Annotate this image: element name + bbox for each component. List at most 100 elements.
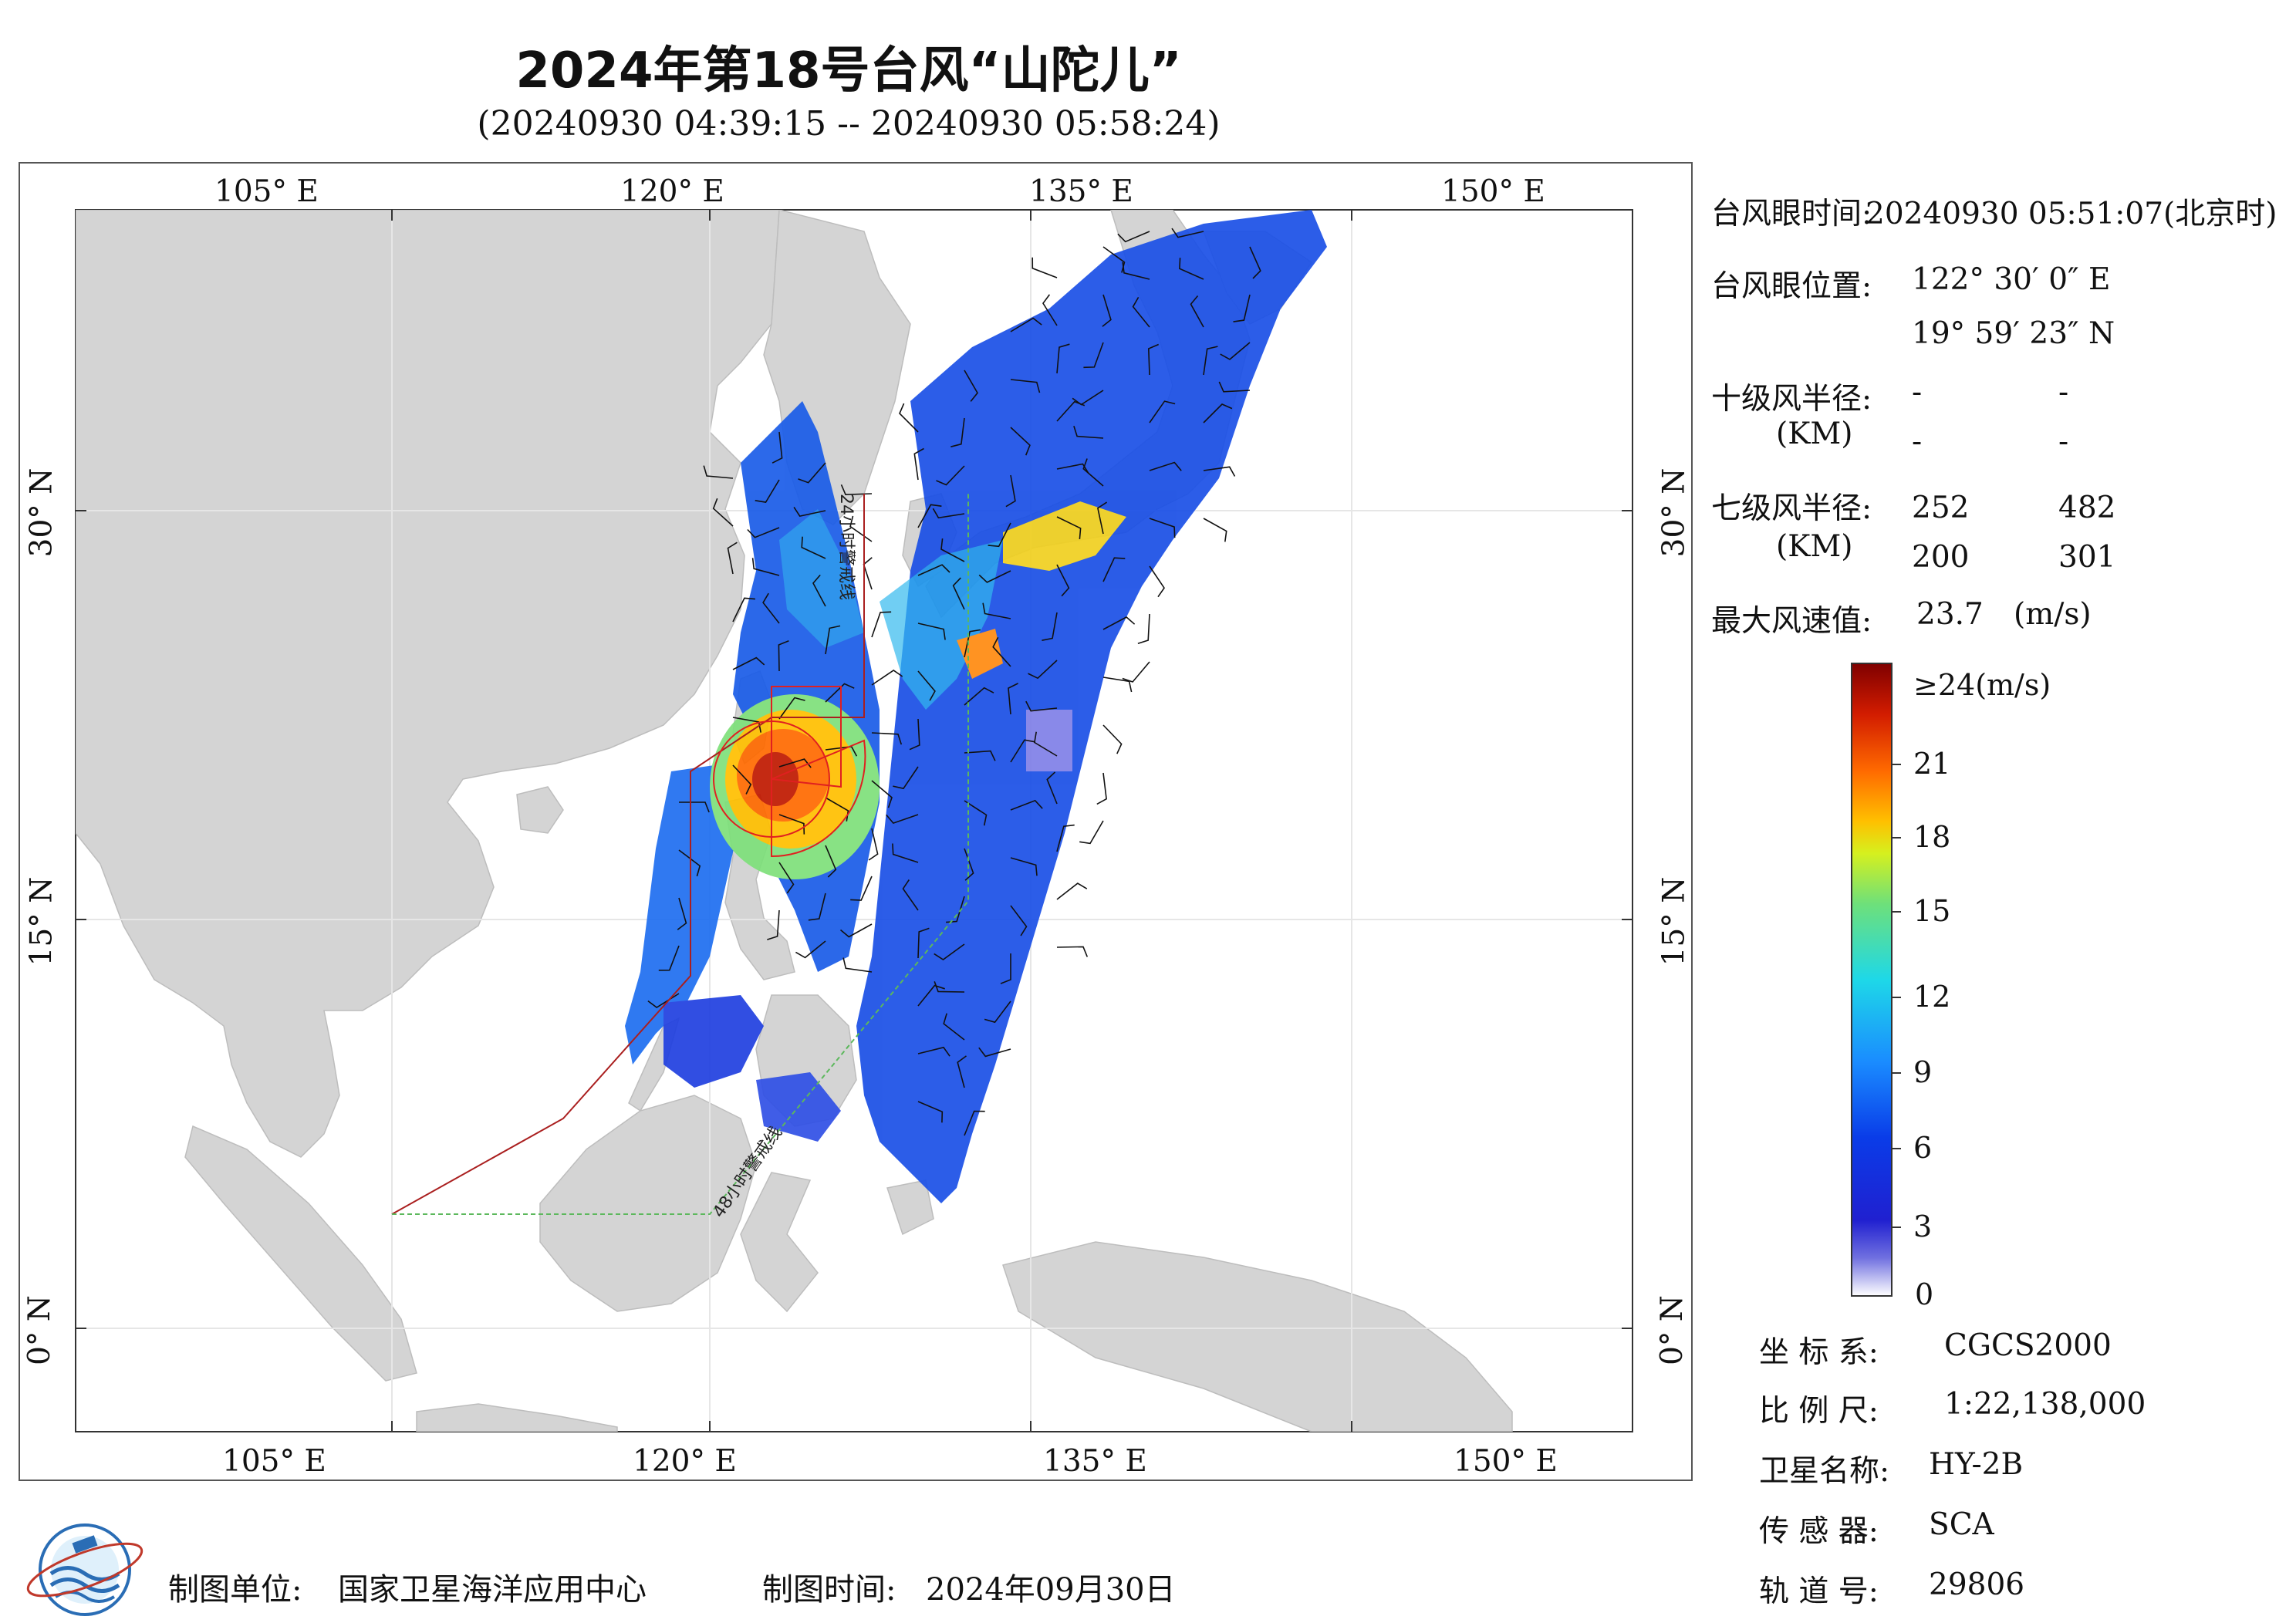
swath-west-scs bbox=[625, 764, 741, 1065]
legend-tick-9: 9 bbox=[1913, 1055, 1933, 1089]
wind-barb bbox=[917, 670, 936, 701]
warning-line-24h bbox=[391, 494, 865, 1215]
wind-barb bbox=[1032, 257, 1058, 278]
r7-value-se: 482 bbox=[2058, 491, 2116, 525]
wind-barb bbox=[1203, 346, 1218, 376]
r7-value-nw: 301 bbox=[2058, 540, 2116, 575]
wind-barb bbox=[940, 538, 965, 562]
wind-barb bbox=[988, 522, 1011, 548]
wind-barb bbox=[886, 814, 919, 825]
wind-barb bbox=[934, 943, 965, 960]
lon-label-top-150: 150° E bbox=[1441, 174, 1545, 209]
wind-barb bbox=[1056, 564, 1070, 597]
land-borneo bbox=[539, 1095, 757, 1312]
land-halmahera bbox=[886, 1179, 934, 1236]
wind-barb bbox=[893, 766, 919, 790]
wind-barb bbox=[1000, 953, 1011, 984]
wind-barb bbox=[964, 687, 994, 706]
legend-tick-0: 0 bbox=[1915, 1277, 1934, 1311]
wind-barb bbox=[840, 484, 873, 496]
wind-barb bbox=[850, 876, 873, 901]
r7-label: 七级风半径: bbox=[1711, 491, 1872, 526]
map-content: 24小时警戒线 48小时警戒线 bbox=[76, 210, 1633, 1432]
map-frame bbox=[19, 162, 1693, 1481]
wind-barb bbox=[917, 1101, 944, 1123]
coord-label: 坐 标 系: bbox=[1759, 1335, 1879, 1370]
wind-barb bbox=[984, 1000, 1011, 1024]
r7-value-ne: 252 bbox=[1912, 491, 1970, 525]
swath-sulu bbox=[663, 995, 764, 1088]
wind-barb bbox=[917, 984, 945, 1007]
wind-barb bbox=[1102, 724, 1123, 754]
wind-barb bbox=[658, 945, 680, 971]
wind-barb bbox=[778, 814, 805, 835]
wind-barb bbox=[825, 683, 855, 703]
wind-barb bbox=[978, 570, 1011, 583]
wind-barb bbox=[812, 574, 826, 607]
wind-barb bbox=[964, 1110, 985, 1136]
wind-barb bbox=[755, 479, 780, 503]
sensor-label: 传 感 器: bbox=[1759, 1514, 1879, 1549]
lat-label-right-15: 15° N bbox=[1656, 876, 1692, 967]
wind-barb bbox=[992, 636, 1011, 667]
wind-barb bbox=[1249, 246, 1261, 279]
wind-barb bbox=[712, 498, 734, 527]
wind-barb bbox=[1149, 518, 1176, 538]
wind-barb bbox=[934, 981, 965, 993]
wind-barb bbox=[1056, 343, 1070, 374]
r10-value-se: - bbox=[2058, 375, 2069, 410]
maxwind-value: 23.7 bbox=[1916, 597, 1984, 632]
wind-barb bbox=[1220, 342, 1251, 360]
legend-colorbar bbox=[1851, 663, 1893, 1297]
axis-ticks bbox=[76, 210, 1633, 1432]
lat-label-right-0: 0° N bbox=[1654, 1295, 1690, 1365]
satellite-label: 卫星名称: bbox=[1759, 1454, 1890, 1489]
wind-barb bbox=[778, 758, 812, 768]
r7-unit: (KM) bbox=[1776, 529, 1853, 564]
lat-label-left-30: 30° N bbox=[24, 467, 59, 558]
wind-barb bbox=[964, 848, 974, 881]
lon-label-bottom-120: 120° E bbox=[633, 1444, 737, 1479]
wind-barb bbox=[1137, 613, 1150, 645]
wind-barb bbox=[825, 797, 849, 822]
legend-tick-12: 12 bbox=[1913, 980, 1951, 1014]
maxwind-unit: (m/s) bbox=[2014, 597, 2092, 632]
wind-barbs bbox=[647, 228, 1261, 1136]
wind-barb bbox=[899, 403, 919, 433]
r10-value-nw: - bbox=[2058, 424, 2069, 459]
wind-barb bbox=[1010, 905, 1028, 936]
legend-tick-6: 6 bbox=[1913, 1131, 1933, 1165]
wind-barb bbox=[957, 1055, 967, 1088]
wind-barb bbox=[677, 897, 687, 930]
satellite-value: HY-2B bbox=[1929, 1447, 2024, 1482]
wind-barb bbox=[1010, 799, 1043, 811]
lon-label-bottom-105: 105° E bbox=[222, 1444, 326, 1479]
wind-barb bbox=[839, 923, 873, 938]
wind-barb bbox=[1010, 379, 1041, 393]
wind-barb bbox=[1010, 739, 1035, 763]
wind-barb bbox=[1149, 565, 1165, 598]
wind-barb bbox=[1046, 771, 1058, 805]
typhoon-radius-quadrant bbox=[771, 686, 842, 788]
wind-barb bbox=[1203, 403, 1233, 423]
wind-barb bbox=[1117, 231, 1150, 243]
wind-barb bbox=[1073, 426, 1104, 439]
wind-barb bbox=[1082, 458, 1104, 487]
wind-barb bbox=[917, 623, 946, 640]
wind-barb bbox=[1097, 501, 1108, 535]
land-sumatra bbox=[184, 1125, 417, 1382]
wind-barb bbox=[1132, 297, 1150, 328]
wind-barb bbox=[952, 577, 965, 610]
wind-barb bbox=[678, 849, 701, 877]
lon-label-bottom-135: 135° E bbox=[1043, 1444, 1147, 1479]
wind-barb bbox=[825, 845, 837, 878]
wind-barb bbox=[727, 542, 738, 575]
r10-unit: (KM) bbox=[1776, 417, 1853, 451]
wind-barb bbox=[1149, 461, 1182, 471]
wind-barb bbox=[1203, 466, 1236, 477]
wind-barb bbox=[1203, 518, 1227, 542]
wind-barb bbox=[964, 750, 996, 761]
lon-label-top-105: 105° E bbox=[214, 174, 319, 209]
orbit-value: 29806 bbox=[1929, 1567, 2025, 1602]
legend-max-label: ≥24(m/s) bbox=[1913, 668, 2051, 702]
